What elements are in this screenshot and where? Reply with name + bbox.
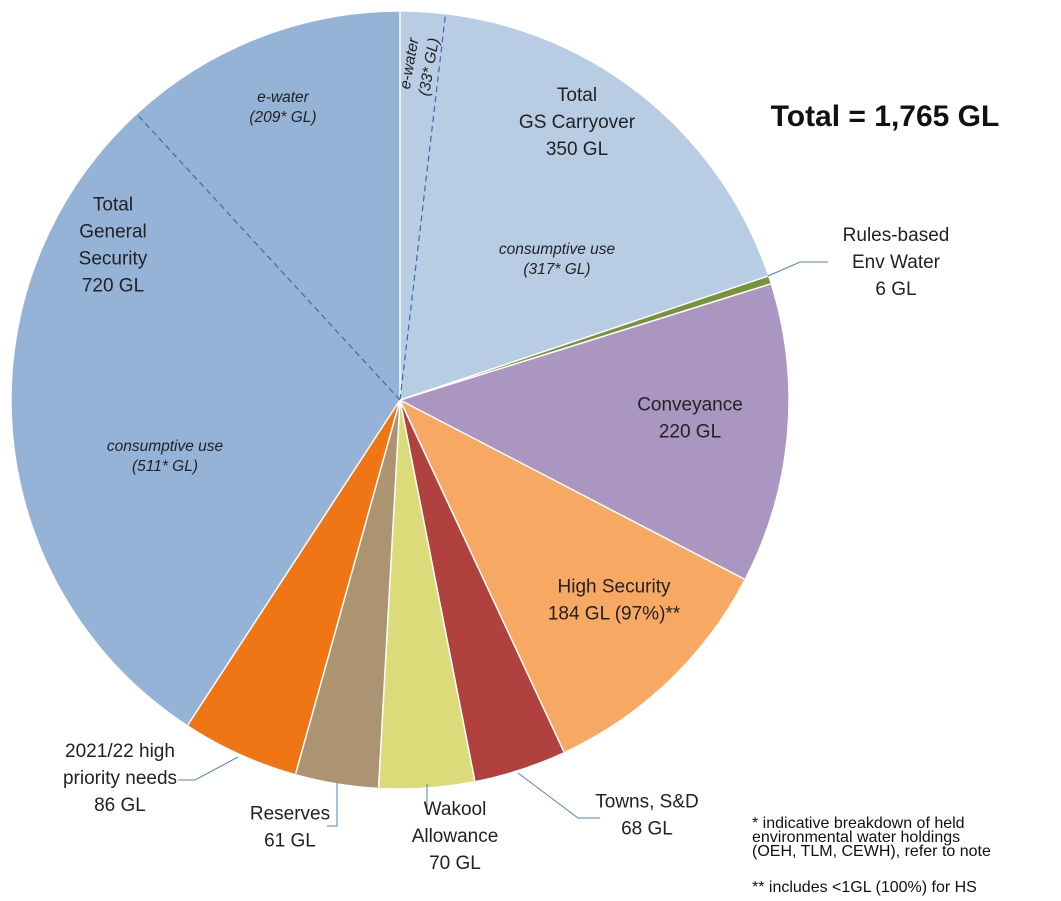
group-label: Total General Security 720 GL xyxy=(79,195,148,297)
slice-label-line: consumptive use xyxy=(499,241,616,258)
footnote-line: * indicative breakdown of held xyxy=(752,815,965,832)
footnote-line: environmental water holdings xyxy=(752,829,960,846)
slice-divider-line xyxy=(399,399,745,580)
slice-divider-line xyxy=(377,399,401,788)
footnotes: * indicative breakdown of held environmen… xyxy=(752,815,991,896)
slice-label-line: priority needs xyxy=(63,768,177,789)
slice-label-line: 2021/22 high xyxy=(65,741,175,762)
slice-label: 2021/22 high priority needs 86 GL xyxy=(63,741,177,816)
pie-slice xyxy=(11,114,401,726)
pie-slice xyxy=(399,283,789,580)
slice-label-line: (511* GL) xyxy=(132,458,198,475)
footnote-line: (OEH, TLM, CEWH), refer to note xyxy=(752,843,991,860)
slice-label-line: Conveyance xyxy=(637,395,743,416)
slice-label: consumptive use (511* GL) xyxy=(107,438,224,475)
slice-label: Reserves 61 GL xyxy=(250,804,330,852)
slice-label: consumptive use (317* GL) xyxy=(499,241,616,278)
slice-divider-line xyxy=(399,283,771,401)
slice-label-line: 220 GL xyxy=(659,422,721,443)
slice-label-line: Env Water xyxy=(852,252,941,273)
slice-label-line: 6 GL xyxy=(875,279,916,300)
slice-label-line: 86 GL xyxy=(94,795,146,816)
group-label-line: General xyxy=(79,222,147,243)
pie-slice xyxy=(136,11,401,401)
pie-slice xyxy=(399,14,769,401)
slice-divider-line xyxy=(399,399,476,781)
slice-label-line: 70 GL xyxy=(429,853,481,874)
slice-label-line: (317* GL) xyxy=(523,261,590,278)
slice-divider-line xyxy=(187,399,401,726)
leader-line xyxy=(178,756,239,781)
footnote-line: ** includes <1GL (100%) for HS xyxy=(752,879,977,896)
group-label-line: GS Carryover xyxy=(519,112,636,133)
group-label-line: Total xyxy=(557,85,597,106)
slice-label: Towns, S&D 68 GL xyxy=(595,792,698,840)
group-label-line: 720 GL xyxy=(82,276,144,297)
slice-label-line: (209* GL) xyxy=(249,109,316,126)
group-label: Total GS Carryover 350 GL xyxy=(519,85,636,160)
pie-slice xyxy=(399,399,745,753)
chart-title: Total = 1,765 GL xyxy=(771,100,1000,133)
leader-line xyxy=(327,782,338,827)
slice-label-line: Towns, S&D xyxy=(595,792,698,813)
pie-dividers xyxy=(136,12,771,788)
footnote: * indicative breakdown of held environmen… xyxy=(752,815,991,860)
leader-line xyxy=(517,772,600,819)
slice-label-line: Rules-based xyxy=(843,225,950,246)
slice-label: Conveyance 220 GL xyxy=(637,395,743,443)
slice-divider-line xyxy=(399,275,768,401)
slice-label-line: Reserves xyxy=(250,804,330,825)
slice-label: High Security 184 GL (97%)** xyxy=(548,577,681,625)
slice-label-line: 61 GL xyxy=(264,831,316,852)
slice-label: Rules-based Env Water 6 GL xyxy=(843,225,950,300)
group-divider-line xyxy=(399,14,447,401)
footnote: ** includes <1GL (100%) for HS xyxy=(752,879,977,896)
slice-label-line: 68 GL xyxy=(621,819,673,840)
group-divider-line xyxy=(136,114,401,401)
group-label-line: Total xyxy=(93,195,133,216)
slice-divider-line xyxy=(294,399,401,774)
slice-label-line: 184 GL (97%)** xyxy=(548,604,681,625)
slice-divider-line xyxy=(399,399,565,753)
group-label-line: Security xyxy=(79,249,148,270)
slice-label-line: e-water xyxy=(257,89,310,106)
slice-label-line: Allowance xyxy=(412,826,499,847)
slice-label-line: consumptive use xyxy=(107,438,224,455)
group-labels: Total GS Carryover 350 GL Total General Secur… xyxy=(79,85,636,297)
leader-line xyxy=(767,261,828,277)
slice-labels: e-water(33* GL)consumptive use (317* GL)R… xyxy=(63,36,950,874)
slice-label: Wakool Allowance 70 GL xyxy=(412,799,499,874)
leader-lines xyxy=(178,261,828,827)
group-label-line: 350 GL xyxy=(546,139,608,160)
slice-label-line: High Security xyxy=(558,577,671,598)
slice-label: e-water (209* GL) xyxy=(249,89,316,126)
slice-label-line: Wakool xyxy=(424,799,487,820)
